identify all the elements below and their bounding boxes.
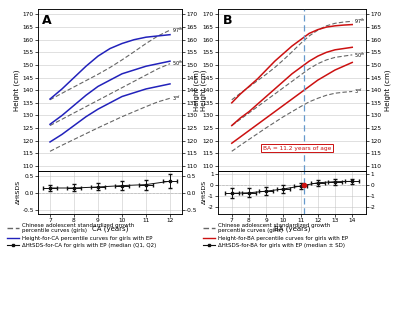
Text: 97$^{th}$: 97$^{th}$ [172,25,184,35]
Text: B: B [222,14,232,27]
Legend: Chinese adolescent standardized growth
percentile curves (girls), Height-for-BA : Chinese adolescent standardized growth p… [203,223,348,248]
Y-axis label: Height (cm): Height (cm) [200,69,206,111]
Y-axis label: Height (cm): Height (cm) [384,69,390,111]
Text: 97$^{th}$: 97$^{th}$ [354,17,366,26]
Text: BA = 11.2 years of age: BA = 11.2 years of age [263,146,331,151]
Text: 50$^{th}$: 50$^{th}$ [354,50,366,60]
Y-axis label: Height (cm): Height (cm) [14,69,20,111]
Text: 3$^{rd}$: 3$^{rd}$ [354,87,363,96]
Text: A: A [42,14,52,27]
Legend: Chinese adolescent standardized growth
percentile curves (girls), Height-for-CA : Chinese adolescent standardized growth p… [7,223,156,248]
Text: 50$^{th}$: 50$^{th}$ [172,59,184,68]
Y-axis label: ΔHtSDS: ΔHtSDS [16,180,21,204]
Text: 3$^{rd}$: 3$^{rd}$ [172,94,181,103]
X-axis label: BA (years): BA (years) [274,225,310,232]
Y-axis label: ΔHtSDS: ΔHtSDS [202,180,206,204]
Y-axis label: Height (cm): Height (cm) [194,69,200,111]
X-axis label: CA (years): CA (years) [92,225,128,232]
